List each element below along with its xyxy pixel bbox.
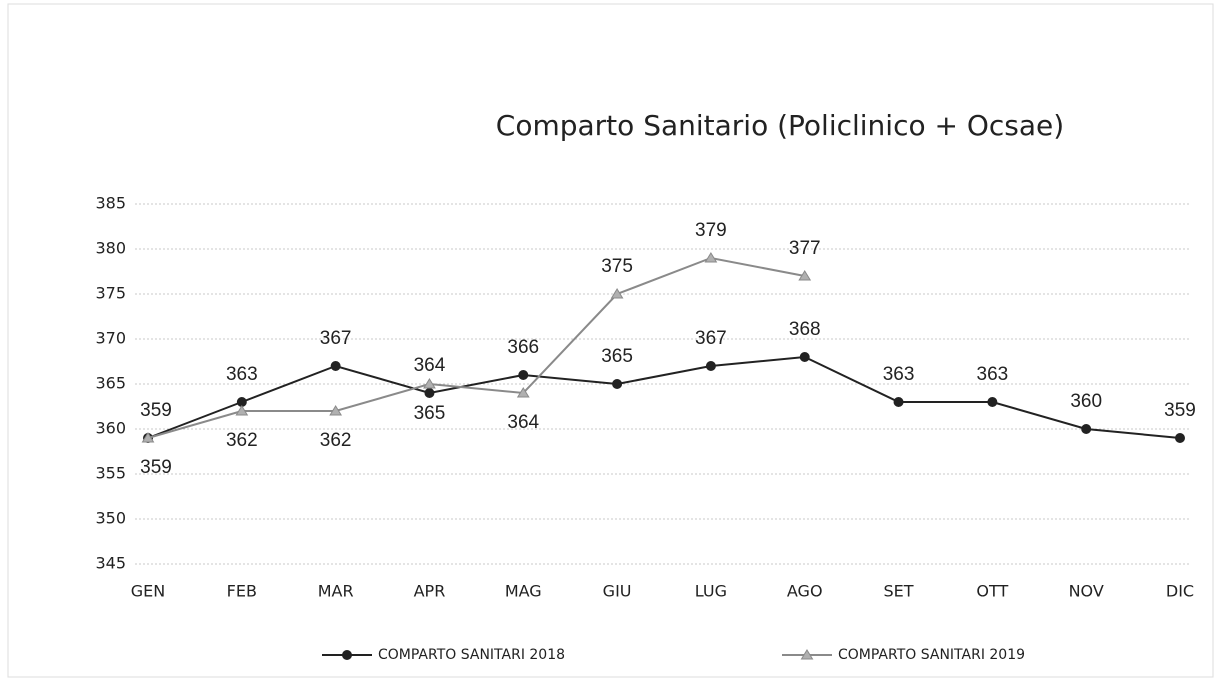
x-tick-label: OTT xyxy=(976,582,1008,601)
point xyxy=(612,379,623,389)
data-label: 363 xyxy=(977,364,1009,385)
chart-title: Comparto Sanitario (Policlinico + Ocsae) xyxy=(496,109,1064,142)
y-tick-label: 355 xyxy=(95,464,126,483)
point xyxy=(704,252,718,263)
y-tick-label: 370 xyxy=(95,329,126,348)
x-tick-label: NOV xyxy=(1069,582,1104,601)
data-label: 362 xyxy=(226,430,258,451)
x-tick-label: MAR xyxy=(318,582,354,601)
chart-border xyxy=(7,3,1214,678)
data-label: 364 xyxy=(414,355,446,376)
data-label: 359 xyxy=(140,400,172,421)
legend-marker xyxy=(342,650,352,660)
data-label: 367 xyxy=(320,328,352,349)
data-label: 359 xyxy=(1164,400,1196,421)
x-tick-label: AGO xyxy=(787,582,823,601)
series-line xyxy=(147,256,805,439)
data-label: 377 xyxy=(789,238,821,259)
x-tick-label: LUG xyxy=(695,582,727,601)
data-label: 365 xyxy=(601,346,633,367)
x-tick-label: FEB xyxy=(227,582,257,601)
point xyxy=(1081,424,1092,434)
point xyxy=(235,405,249,416)
y-tick-label: 345 xyxy=(95,554,126,573)
data-label: 368 xyxy=(789,319,821,340)
point xyxy=(705,361,716,371)
point xyxy=(236,397,247,407)
data-label: 362 xyxy=(320,430,352,451)
data-label: 363 xyxy=(883,364,915,385)
y-tick-label: 350 xyxy=(95,509,126,528)
data-label: 359 xyxy=(140,457,172,478)
point xyxy=(516,387,530,398)
legend-label: COMPARTO SANITARI 2018 xyxy=(378,647,565,663)
y-tick-label: 365 xyxy=(95,374,126,393)
point xyxy=(329,405,343,416)
point xyxy=(893,397,904,407)
x-tick-label: SET xyxy=(884,582,914,601)
x-tick-label: APR xyxy=(414,582,446,601)
x-tick-label: GIU xyxy=(603,582,632,601)
point xyxy=(987,397,998,407)
legend-marker xyxy=(800,649,814,660)
data-label: 365 xyxy=(414,403,446,424)
data-label: 364 xyxy=(507,412,539,433)
x-tick-label: DIC xyxy=(1166,582,1194,601)
x-tick-label: MAG xyxy=(505,582,542,601)
data-label: 375 xyxy=(601,256,633,277)
point xyxy=(423,378,436,389)
legend-label: COMPARTO SANITARI 2019 xyxy=(838,647,1025,663)
series-line xyxy=(147,355,1181,439)
point xyxy=(141,432,155,443)
y-tick-label: 385 xyxy=(95,194,126,213)
point xyxy=(1175,433,1185,443)
x-tick-label: GEN xyxy=(131,582,165,601)
data-label: 367 xyxy=(695,328,727,349)
data-label: 379 xyxy=(695,220,727,241)
data-label: 360 xyxy=(1070,391,1102,412)
point xyxy=(799,352,810,362)
point xyxy=(518,370,529,380)
point xyxy=(610,288,624,299)
point xyxy=(330,361,341,371)
y-tick-label: 360 xyxy=(95,419,126,438)
y-tick-label: 375 xyxy=(95,284,126,303)
data-label: 366 xyxy=(507,337,539,358)
point xyxy=(798,270,812,281)
y-tick-label: 380 xyxy=(95,239,126,258)
point xyxy=(424,388,435,398)
data-label: 363 xyxy=(226,364,258,385)
